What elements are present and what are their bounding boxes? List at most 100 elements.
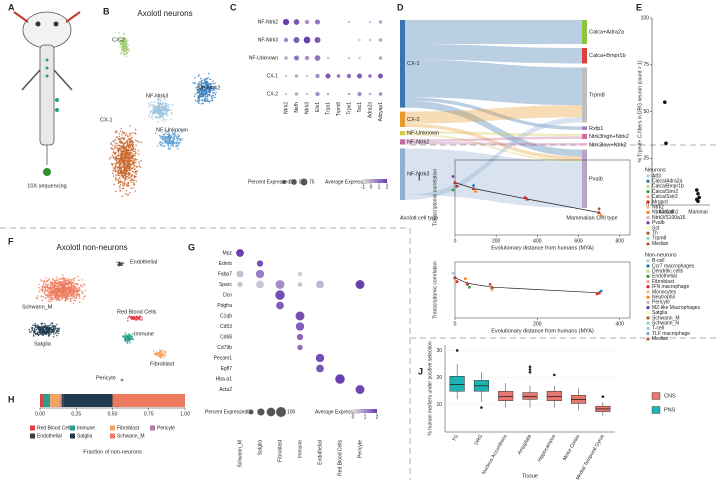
dot — [325, 73, 331, 79]
cell-dot — [161, 116, 164, 119]
cell-dot — [159, 100, 162, 103]
dot — [304, 55, 310, 61]
cell-dot — [63, 279, 65, 282]
cell-dot — [130, 167, 133, 170]
cell-dot — [62, 289, 64, 292]
legend-label: Ccr7 macrophages — [652, 263, 695, 269]
cell-dot — [124, 50, 126, 53]
x-axis-title: Evolutionary distance from humans (MYA) — [491, 245, 594, 251]
cell-dot — [38, 332, 41, 334]
cell-dot — [71, 297, 73, 300]
dot — [378, 92, 383, 96]
cell-dot — [44, 297, 47, 300]
cell-dot — [213, 85, 216, 88]
cell-dot — [211, 94, 214, 97]
cell-dot — [70, 280, 73, 283]
panel-title: Axolotl non-neurons — [56, 243, 127, 252]
column-label: Ntrk2 — [283, 102, 289, 114]
dot — [305, 74, 309, 78]
cell-dot — [117, 174, 119, 176]
cell-dot — [49, 329, 51, 332]
cell-dot — [122, 262, 125, 264]
cell-dot — [130, 149, 132, 152]
cell-dot — [150, 115, 153, 118]
legend-marker — [646, 184, 650, 188]
cell-dot — [138, 165, 140, 168]
cell-dot — [136, 170, 139, 172]
cell-dot — [112, 175, 115, 178]
legend-marker — [646, 174, 650, 178]
cell-dot — [202, 95, 205, 97]
cell-dot — [168, 133, 171, 135]
cell-dot — [199, 90, 202, 92]
cell-dot — [47, 335, 50, 337]
legend-marker — [646, 221, 650, 225]
cell-dot — [129, 142, 131, 144]
cell-dot — [83, 296, 85, 298]
y-tick-label: 100 — [641, 15, 650, 21]
cell-dot — [125, 165, 127, 167]
cell-dot — [47, 330, 50, 333]
legend-label: Calca/Adra2a — [652, 179, 683, 185]
cell-dot — [128, 156, 130, 158]
cell-dot — [52, 325, 54, 328]
cell-dot — [198, 97, 201, 100]
dot — [316, 280, 324, 289]
dot — [237, 281, 243, 288]
cell-dot — [201, 93, 204, 95]
legend-marker — [646, 326, 650, 330]
cell-dot — [63, 294, 66, 297]
cell-dot — [120, 161, 122, 164]
column-label: Etv1 — [315, 102, 321, 112]
cell-dot — [48, 333, 51, 335]
cell-dot — [209, 91, 211, 93]
bar-segment — [63, 394, 113, 407]
legend-label: Fibroblast — [652, 279, 675, 285]
cell-dot — [133, 159, 136, 162]
legend-marker — [646, 205, 650, 209]
cell-dot — [121, 159, 124, 162]
cell-dot — [157, 121, 159, 123]
cell-dot — [55, 292, 57, 295]
cell-dot — [196, 90, 199, 92]
cell-dot — [166, 104, 168, 107]
cell-dot — [201, 91, 203, 94]
legend-label: Ntrk2 — [652, 205, 664, 211]
cell-dot — [117, 154, 119, 156]
cell-dot — [164, 104, 167, 106]
cell-dot — [123, 173, 126, 175]
cell-dot — [158, 97, 161, 100]
cell-dot — [155, 115, 158, 118]
cell-dot — [130, 317, 133, 320]
cell-dot — [130, 151, 133, 154]
cell-dot — [132, 144, 134, 146]
cell-dot — [47, 329, 50, 331]
legend-label: Trpm8 — [652, 236, 666, 242]
cell-dot — [52, 298, 55, 301]
cell-dot — [49, 300, 51, 303]
cell-dot — [124, 53, 127, 55]
legend-label: Th — [652, 231, 658, 237]
cell-dot — [126, 338, 129, 341]
cell-dot — [119, 154, 121, 157]
cell-dot — [124, 142, 127, 144]
cell-dot — [119, 263, 121, 266]
cell-dot — [124, 38, 126, 41]
cell-dot — [81, 279, 84, 281]
point — [523, 196, 527, 199]
cell-dot — [206, 80, 208, 83]
cell-dot — [60, 289, 62, 292]
cell-dot — [34, 326, 37, 328]
cell-dot — [67, 279, 69, 282]
cell-dot — [49, 291, 52, 293]
cell-dot — [212, 80, 214, 83]
cell-dot — [47, 293, 49, 295]
cell-dot — [40, 327, 43, 330]
point — [463, 277, 467, 281]
cell-dot — [114, 168, 117, 171]
cell-dot — [39, 288, 41, 291]
cell-dot — [38, 283, 40, 286]
cell-dot — [167, 144, 170, 146]
legend-label: Median — [652, 241, 669, 247]
cell-dot — [125, 178, 127, 181]
